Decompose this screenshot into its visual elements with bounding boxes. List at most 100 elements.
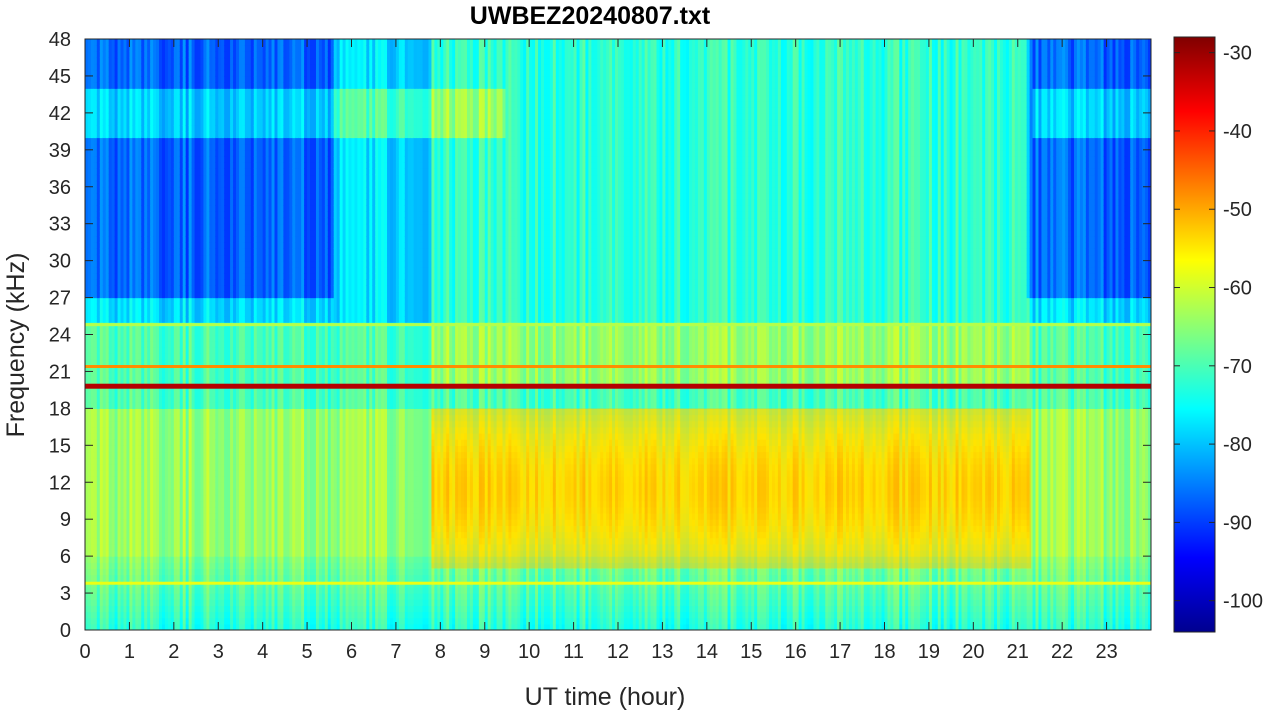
heatmap-cell <box>132 236 136 243</box>
heatmap-cell <box>90 88 95 96</box>
heatmap-cell <box>141 617 145 625</box>
heatmap-cell <box>114 494 119 502</box>
heatmap-cell <box>120 316 125 323</box>
heatmap-cell <box>147 359 151 366</box>
heatmap-cell <box>150 482 154 490</box>
heatmap-cell <box>161 149 166 157</box>
heatmap-cell <box>123 137 128 145</box>
heatmap-cell <box>117 223 122 231</box>
heatmap-cell <box>96 531 101 539</box>
heatmap-cell <box>129 303 133 311</box>
heatmap-cell <box>102 457 107 465</box>
heatmap-cell <box>85 340 89 348</box>
heatmap-cell <box>129 186 133 194</box>
heatmap-cell <box>120 543 125 551</box>
heatmap-cell <box>167 482 172 490</box>
heatmap-cell <box>87 69 92 77</box>
heatmap-cell <box>161 346 166 354</box>
heatmap-cell <box>164 605 169 613</box>
heatmap-cell <box>120 186 125 194</box>
heatmap-cell <box>147 285 151 293</box>
heatmap-cell <box>87 137 92 145</box>
heatmap-cell <box>105 272 110 280</box>
heatmap-cell <box>99 402 104 409</box>
heatmap-cell <box>111 186 116 194</box>
heatmap-cell <box>150 51 154 59</box>
heatmap-cell <box>129 408 133 416</box>
heatmap-cell <box>173 359 178 366</box>
heatmap-cell <box>117 371 122 379</box>
heatmap-cell <box>161 217 166 225</box>
heatmap-cell <box>141 531 145 539</box>
heatmap-cell <box>159 45 163 52</box>
heatmap-cell <box>90 236 95 243</box>
heatmap-cell <box>141 143 145 151</box>
heatmap-cell <box>156 328 160 336</box>
heatmap-cell <box>173 279 178 286</box>
heatmap-cell <box>93 131 98 139</box>
heatmap-cell <box>170 106 175 114</box>
heatmap-cell <box>126 328 131 336</box>
heatmap-cell <box>150 605 154 613</box>
heatmap-cell <box>150 279 154 286</box>
heatmap-cell <box>111 285 116 293</box>
heatmap-cell <box>144 223 148 231</box>
heatmap-cell <box>96 420 101 428</box>
heatmap-cell <box>144 69 148 77</box>
heatmap-cell <box>111 69 116 77</box>
heatmap-cell <box>156 75 160 83</box>
heatmap-cell <box>111 279 116 286</box>
heatmap-cell <box>120 297 125 305</box>
heatmap-cell <box>114 506 119 514</box>
heatmap-cell <box>93 94 98 102</box>
heatmap-cell <box>170 543 175 551</box>
heatmap-cell <box>120 180 125 188</box>
heatmap-cell <box>144 260 148 268</box>
heatmap-cell <box>123 574 128 582</box>
heatmap-cell <box>120 303 125 311</box>
heatmap-cell <box>85 519 89 526</box>
heatmap-cell <box>147 500 151 508</box>
heatmap-cell <box>93 451 98 459</box>
heatmap-cell <box>161 513 166 520</box>
heatmap-cell <box>159 137 163 145</box>
heatmap-cell <box>147 414 151 422</box>
heatmap-cell <box>153 457 157 465</box>
heatmap-cell <box>144 39 148 46</box>
heatmap-cell <box>96 205 101 212</box>
heatmap-cell <box>111 420 116 428</box>
heatmap-cell <box>159 611 163 619</box>
heatmap-cell <box>156 556 160 563</box>
heatmap-cell <box>141 500 145 508</box>
heatmap-cell <box>114 574 119 582</box>
heatmap-cell <box>164 433 169 440</box>
heatmap-cell <box>147 451 151 459</box>
heatmap-cell <box>90 457 95 465</box>
heatmap-cell <box>85 186 89 194</box>
heatmap-cell <box>135 297 139 305</box>
heatmap-cell <box>141 359 145 366</box>
heatmap-cell <box>129 371 133 379</box>
heatmap-cell <box>141 211 145 219</box>
heatmap-cell <box>150 88 154 96</box>
heatmap-cell <box>147 482 151 490</box>
heatmap-cell <box>164 63 169 71</box>
heatmap-cell <box>123 45 128 52</box>
heatmap-cell <box>132 537 136 545</box>
heatmap-cell <box>150 623 154 630</box>
heatmap-cell <box>93 457 98 465</box>
heatmap-cell <box>144 143 148 151</box>
heatmap-cell <box>144 266 148 274</box>
heatmap-cell <box>114 531 119 539</box>
heatmap-cell <box>117 260 122 268</box>
heatmap-cell <box>132 45 136 52</box>
heatmap-cell <box>161 439 166 446</box>
heatmap-cell <box>150 155 154 163</box>
heatmap-cell <box>164 562 169 570</box>
heatmap-cell <box>141 82 145 89</box>
heatmap-cell <box>147 599 151 606</box>
heatmap-cell <box>105 94 110 102</box>
heatmap-cell <box>99 168 104 176</box>
heatmap-cell <box>123 63 128 71</box>
heatmap-cell <box>156 106 160 114</box>
